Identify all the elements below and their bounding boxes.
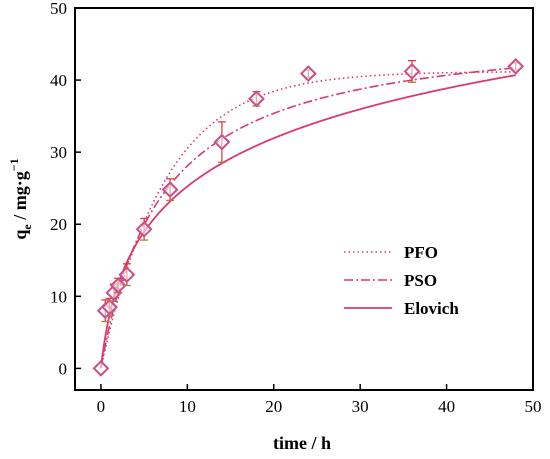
curve-pfo bbox=[100, 71, 516, 369]
axis-ticks: 0 10 20 30 40 50 0 10 20 30 40 50 bbox=[50, 0, 542, 416]
y-tick-label: 30 bbox=[50, 143, 67, 162]
x-tick-label: 40 bbox=[438, 397, 455, 416]
x-tick-label: 50 bbox=[525, 397, 542, 416]
data-point bbox=[248, 90, 265, 108]
data-point bbox=[507, 57, 525, 75]
y-axis-title-sup: −1 bbox=[7, 158, 21, 171]
y-tick-label: 40 bbox=[50, 71, 67, 90]
y-axis-title-sub: e bbox=[20, 224, 34, 230]
data-point bbox=[161, 181, 179, 199]
x-axis-title: time / h bbox=[273, 433, 331, 453]
legend: PFO PSO Elovich bbox=[344, 243, 459, 318]
data-point bbox=[92, 359, 110, 377]
y-tick-label: 50 bbox=[50, 0, 67, 18]
y-tick-label: 10 bbox=[50, 287, 67, 306]
plot-frame bbox=[74, 7, 534, 391]
data-markers bbox=[92, 57, 525, 377]
curve-elovich bbox=[100, 74, 516, 369]
x-tick-label: 30 bbox=[352, 397, 369, 416]
y-axis-title-rest: / mg·g bbox=[10, 171, 30, 224]
x-tick-label: 0 bbox=[97, 397, 106, 416]
data-point bbox=[109, 277, 127, 294]
legend-label-elovich: Elovich bbox=[404, 299, 459, 318]
data-point bbox=[213, 133, 231, 151]
curve-pso bbox=[100, 67, 516, 369]
legend-label-pso: PSO bbox=[404, 271, 437, 290]
y-tick-label: 0 bbox=[59, 359, 68, 378]
data-point bbox=[135, 220, 153, 238]
data-point bbox=[403, 63, 421, 80]
x-tick-label: 10 bbox=[179, 397, 196, 416]
data-point bbox=[118, 266, 136, 284]
data-point bbox=[101, 298, 118, 316]
data-point bbox=[299, 65, 317, 83]
legend-label-pfo: PFO bbox=[404, 243, 438, 262]
y-axis-title: qe / mg·g−1 bbox=[7, 158, 34, 239]
y-tick-label: 20 bbox=[50, 215, 67, 234]
fit-curves bbox=[100, 67, 516, 369]
x-tick-label: 20 bbox=[265, 397, 282, 416]
y-axis-title-main: q bbox=[10, 230, 30, 240]
